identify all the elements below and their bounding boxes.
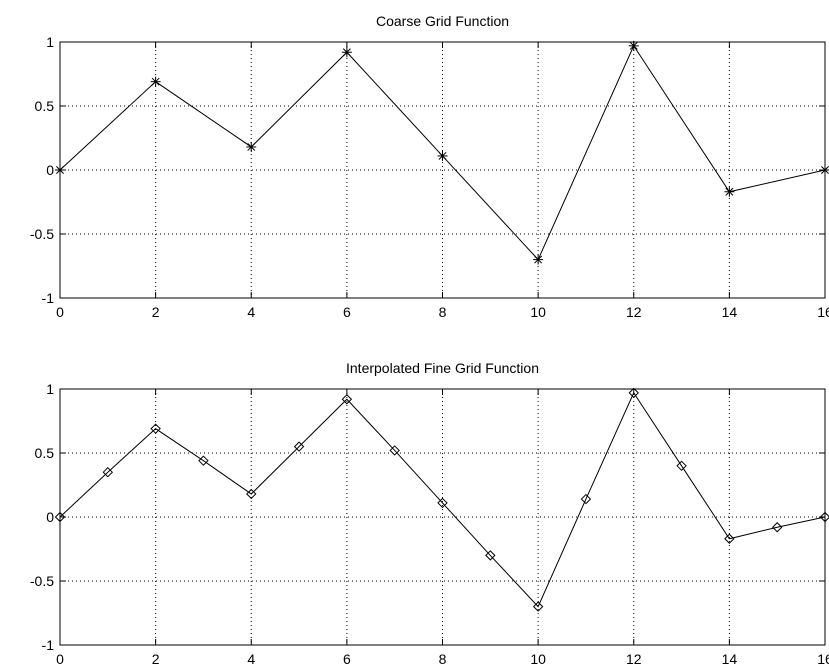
star-stroke <box>247 143 256 151</box>
data-point-star <box>341 47 352 58</box>
y-tick-label: 0 <box>46 162 54 178</box>
y-tick-label: 0.5 <box>35 445 55 461</box>
data-point-diamond <box>341 394 353 405</box>
star-stroke <box>725 187 734 196</box>
series-line <box>59 391 826 608</box>
chart-title: Interpolated Fine Grid Function <box>346 360 539 376</box>
x-tick-label: 2 <box>152 651 160 667</box>
star-stroke <box>342 48 351 57</box>
data-point-diamond <box>198 455 209 466</box>
data-point-diamond <box>676 460 687 472</box>
star-stroke <box>534 255 543 264</box>
y-tick-label: -0.5 <box>30 226 54 242</box>
chart-title: Coarse Grid Function <box>376 13 509 29</box>
data-point-star <box>437 150 448 161</box>
x-tick-label: 14 <box>722 651 738 667</box>
data-point-diamond <box>771 522 783 533</box>
x-tick-label: 2 <box>152 304 160 320</box>
y-tick-label: 1 <box>46 34 54 50</box>
data-point-diamond <box>246 488 257 500</box>
y-tick-label: 0.5 <box>35 98 55 114</box>
x-tick-label: 0 <box>56 304 64 320</box>
data-point-diamond <box>437 497 448 509</box>
data-point-diamond <box>532 601 544 612</box>
data-point-star <box>150 76 161 87</box>
data-point-star <box>724 186 735 197</box>
star-stroke <box>438 151 447 160</box>
x-tick-label: 12 <box>626 304 642 320</box>
x-tick-label: 6 <box>343 651 351 667</box>
data-point-diamond <box>819 511 829 523</box>
data-point-star <box>820 165 829 175</box>
x-tick-label: 12 <box>626 651 642 667</box>
data-point-star <box>55 165 65 175</box>
x-tick-label: 14 <box>722 304 738 320</box>
x-tick-label: 0 <box>56 651 64 667</box>
coarse-grid-chart: Coarse Grid Function 0 2 4 6 8 10 12 14 16-1-0.5… <box>30 13 829 320</box>
data-point-diamond <box>580 493 592 505</box>
data-point-diamond <box>102 466 114 478</box>
x-tick-label: 8 <box>439 651 447 667</box>
x-tick-label: 16 <box>817 651 829 667</box>
y-tick-label: 1 <box>46 381 54 397</box>
x-tick-label: 8 <box>439 304 447 320</box>
y-tick-label: 0 <box>46 509 54 525</box>
data-point-diamond <box>628 387 639 399</box>
x-tick-label: 10 <box>530 651 546 667</box>
data-point-diamond <box>389 445 400 456</box>
data-point-diamond <box>485 550 496 561</box>
data-point-diamond <box>150 423 161 434</box>
star-stroke <box>151 77 160 86</box>
data-point-diamond <box>54 511 66 523</box>
data-point-diamond <box>293 441 305 452</box>
data-point-star <box>246 141 257 152</box>
fine-grid-chart: Interpolated Fine Grid Function 0 2 4 6 8 10 1… <box>30 360 829 667</box>
star-stroke <box>56 166 64 174</box>
y-tick-label: -0.5 <box>30 573 54 589</box>
x-tick-label: 16 <box>817 304 829 320</box>
star-stroke <box>629 41 638 50</box>
x-tick-label: 4 <box>247 304 255 320</box>
star-stroke <box>821 166 829 174</box>
data-point-diamond <box>724 533 735 544</box>
data-point-star <box>628 40 639 51</box>
data-point-star <box>533 254 544 265</box>
x-tick-label: 6 <box>343 304 351 320</box>
x-tick-label: 4 <box>247 651 255 667</box>
y-tick-label: -1 <box>42 637 55 653</box>
y-tick-label: -1 <box>42 290 55 306</box>
x-tick-label: 10 <box>530 304 546 320</box>
